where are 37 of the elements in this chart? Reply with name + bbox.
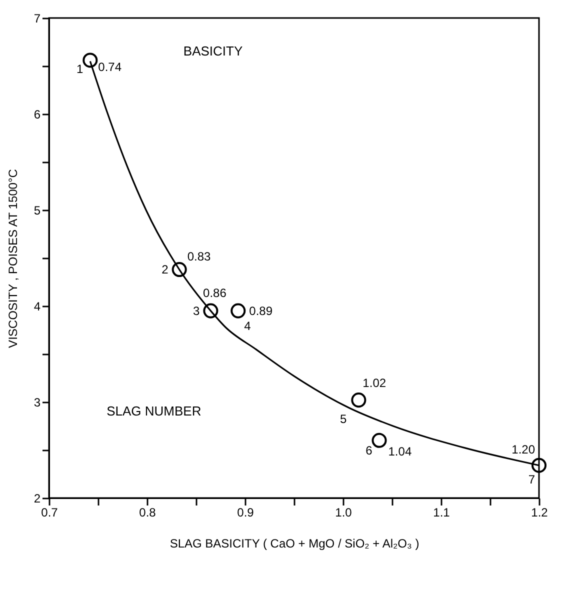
point <box>203 303 218 318</box>
x-axis-title: SLAG BASICITY ( CaO + MgO / SiO₂ + Al₂O₃ ) <box>170 536 420 550</box>
point <box>351 392 366 408</box>
x-tick-label: 0.7 <box>41 506 58 520</box>
y-tick-label: 7 <box>34 12 41 26</box>
annotation: 6 <box>366 443 373 458</box>
annotation: 0.74 <box>98 60 122 74</box>
annotation: BASICITY <box>183 44 243 59</box>
annotation: 1.04 <box>388 444 412 458</box>
annotation: 1.02 <box>362 376 386 390</box>
annotation: 7 <box>528 472 536 486</box>
annotation: SLAG NUMBER <box>106 404 202 419</box>
x-tick-label: 1.1 <box>433 506 450 520</box>
y-tick-label: 3 <box>34 396 41 410</box>
y-tick-label: 6 <box>34 108 41 122</box>
annotation: 5 <box>340 412 347 426</box>
point <box>230 303 246 318</box>
point <box>82 52 98 68</box>
x-tick-label: 1.0 <box>335 506 352 520</box>
y-tick-label: 4 <box>34 300 41 314</box>
annotation: 2 <box>162 262 169 277</box>
y-tick-label: 2 <box>34 492 41 506</box>
point <box>531 458 547 473</box>
annotation: 0.89 <box>249 304 273 318</box>
x-tick-label: 1.2 <box>531 506 548 520</box>
annotation: 1.20 <box>512 442 536 456</box>
x-tick-label: 0.9 <box>237 506 254 520</box>
y-tick-label: 5 <box>34 204 41 218</box>
annotation: 3 <box>193 304 200 318</box>
annotation: 0.86 <box>203 286 227 300</box>
annotation: 4 <box>244 318 252 333</box>
annotation: 0.83 <box>187 250 212 264</box>
point <box>372 432 387 448</box>
x-tick-label: 0.8 <box>139 506 156 520</box>
point <box>172 262 187 278</box>
annotation: 1 <box>76 62 84 76</box>
y-axis-title: VISCOSITY , POISES AT 1500°C <box>6 168 20 348</box>
